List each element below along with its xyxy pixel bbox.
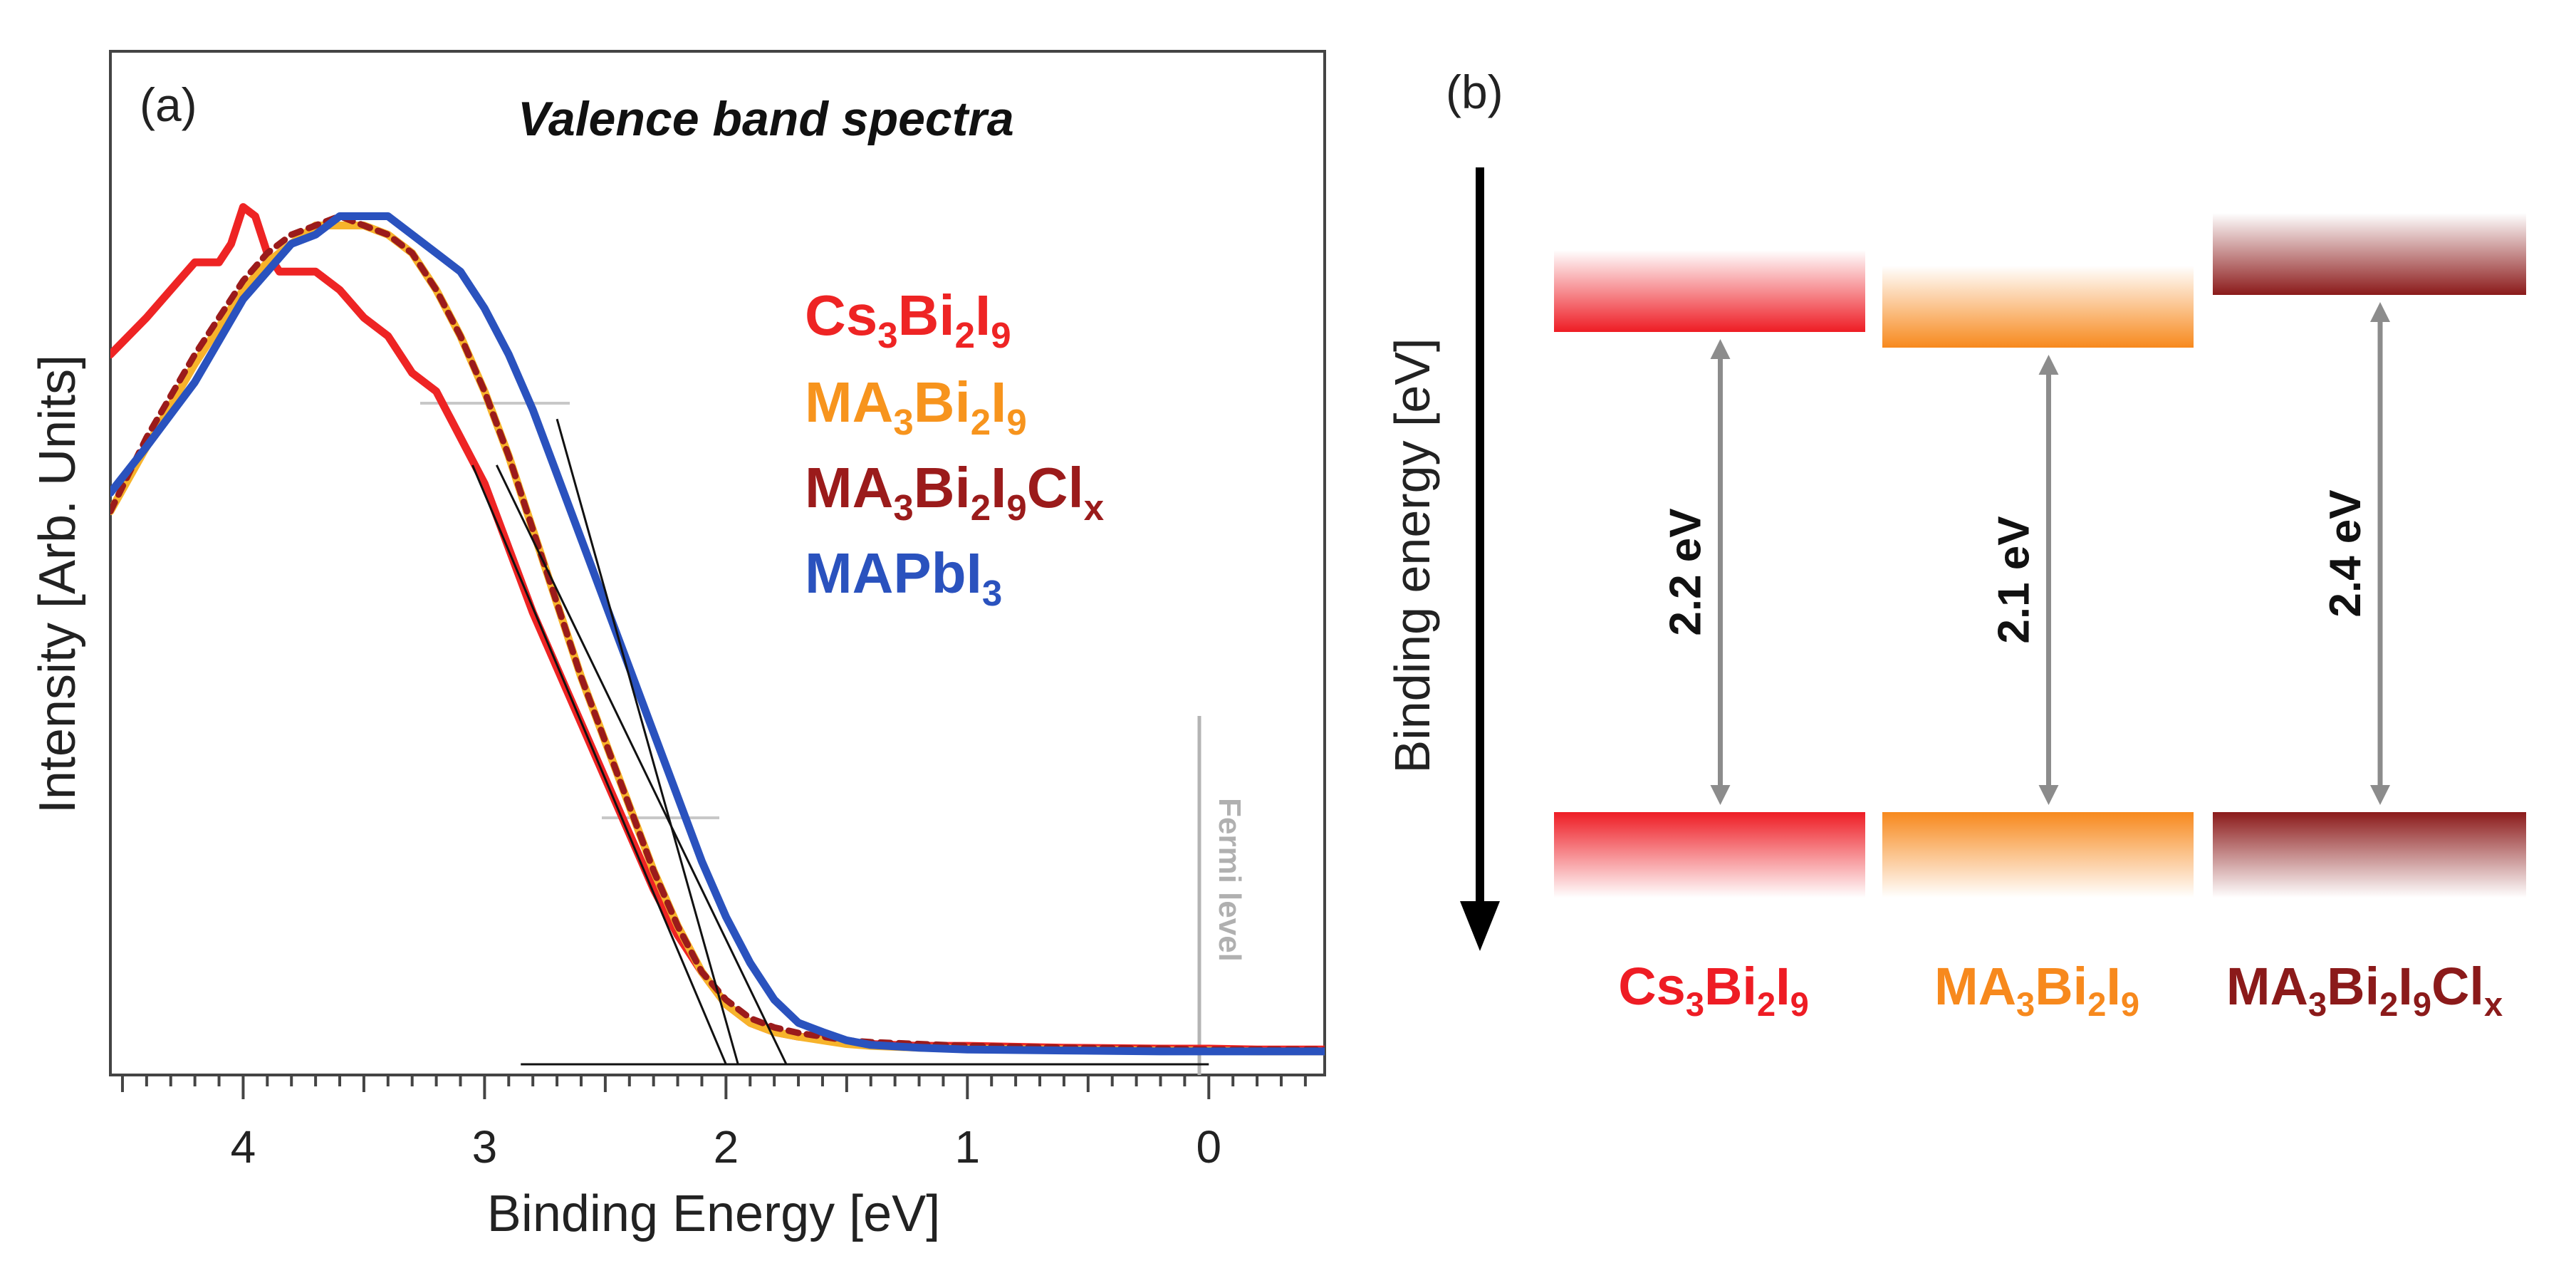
binding-energy-arrow-head	[1460, 901, 1500, 951]
legend-entry-Cs3Bi2I9: Cs3Bi2I9	[805, 284, 1011, 355]
panel-a-label: (a)	[140, 78, 197, 131]
tangent-layer	[471, 418, 1209, 1066]
legend-entry-part: 2	[955, 315, 975, 355]
x-tick-label: 2	[714, 1121, 739, 1173]
series-line-MA3Bi2I9Clx	[110, 213, 1325, 1053]
legend-entry-part: MA	[805, 370, 893, 434]
series-layer	[110, 203, 1325, 1056]
legend-entry-part: 3	[982, 573, 1002, 613]
material-label-part: MA	[2226, 957, 2308, 1016]
band-gap-arrow-head-top	[2370, 302, 2390, 322]
panel-a-title: Valence band spectra	[518, 92, 1014, 146]
y-axis-label: Intensity [Arb. Units]	[29, 355, 86, 814]
legend-entry-part: 3	[893, 402, 913, 442]
legend-entry-part: 9	[991, 315, 1011, 355]
material-label-part: Bi	[2035, 957, 2087, 1016]
material-label-part: 2	[2087, 985, 2106, 1023]
valence-band-2	[2213, 812, 2526, 898]
material-label-part: Cs	[1618, 957, 1686, 1016]
tangent-line	[556, 418, 739, 1065]
legend-entry-part: 2	[971, 402, 991, 442]
band-gap-arrow-head-bottom	[2038, 785, 2059, 805]
series-line-MA3Bi2I9	[110, 222, 1325, 1056]
material-label-part: 2	[2379, 985, 2398, 1023]
conduction-band-1	[1882, 266, 2194, 348]
legend-entry-part: Bi	[898, 284, 955, 347]
x-tick-label: 0	[1196, 1121, 1221, 1173]
legend-entry-part: I	[975, 284, 991, 347]
legend-entry-MA3Bi2I9Clx: MA3Bi2I9Clx	[805, 456, 1104, 528]
material-label-part: Bi	[1704, 957, 1757, 1016]
material-label-part: I	[2106, 957, 2121, 1016]
legend-entry-part: Cs	[805, 284, 877, 347]
material-label-part: 3	[2016, 985, 2035, 1023]
material-label-2: MA3Bi2I9Clx	[2226, 957, 2503, 1023]
legend-entry-part: MA	[805, 456, 893, 519]
material-label-part: MA	[1934, 957, 2016, 1016]
material-label-part: x	[2484, 985, 2503, 1023]
band-gap-label: 2.1 eV	[1990, 516, 2039, 643]
valence-band-1	[1882, 812, 2194, 898]
material-label-part: 3	[1686, 985, 1704, 1023]
conduction-band-2	[2213, 213, 2526, 295]
x-tick-label: 4	[231, 1121, 256, 1173]
panel-a-valence-band: (a) Valence band spectra Intensity [Arb.…	[29, 50, 1326, 1242]
legend-entry-part: I	[991, 456, 1006, 519]
legend-entry-part: MAPbI	[805, 541, 982, 605]
series-line-MAPbI3	[110, 212, 1325, 1056]
material-label-part: 3	[2308, 985, 2327, 1023]
band-gap-arrow-head-bottom	[1710, 785, 1731, 805]
conduction-band-0	[1554, 250, 1865, 332]
binding-energy-axis-label: Binding energy [eV]	[1385, 338, 1440, 774]
material-label-part: Cl	[2431, 957, 2484, 1016]
band-gap-label: 2.4 eV	[2321, 489, 2370, 617]
material-label-part: 2	[1757, 985, 1775, 1023]
material-label-part: 9	[1790, 985, 1809, 1023]
band-gap-arrow-head-bottom	[2370, 785, 2390, 805]
material-label-0: Cs3Bi2I9	[1618, 957, 1809, 1023]
legend-entry-part: 3	[893, 487, 913, 528]
x-axis-label: Binding Energy [eV]	[487, 1185, 940, 1242]
legend-entry-part: Bi	[914, 456, 971, 519]
plot-frame	[109, 50, 1326, 1076]
material-label-part: Bi	[2327, 957, 2379, 1016]
material-label-part: 9	[2121, 985, 2139, 1023]
legend-entry-part: Bi	[914, 370, 971, 434]
material-label-1: MA3Bi2I9	[1934, 957, 2139, 1023]
legend-entry-part: I	[991, 370, 1006, 434]
x-axis-ticks	[120, 1075, 1307, 1099]
x-tick-label: 1	[955, 1121, 981, 1173]
legend-entry-part: 9	[1006, 487, 1026, 528]
legend-entry-MA3Bi2I9: MA3Bi2I9	[805, 370, 1027, 442]
panel-b-label: (b)	[1446, 66, 1503, 118]
legend-entry-part: 2	[971, 487, 991, 528]
material-label-part: 9	[2413, 985, 2431, 1023]
band-gap-label: 2.2 eV	[1662, 508, 1711, 635]
legend-entry-part: 9	[1006, 402, 1026, 442]
tangent-line	[495, 464, 788, 1065]
band-levels: 2.2 eV 2.1 eV 2.4 eV	[1554, 213, 2526, 898]
legend-entry-part: Cl	[1027, 456, 1084, 519]
material-label-part: I	[2398, 957, 2413, 1016]
tangent-line	[471, 464, 727, 1065]
legend-entry-part: 3	[877, 315, 897, 355]
material-label-part: I	[1775, 957, 1790, 1016]
x-axis-tick-labels: 4 3 2 1 0	[231, 1121, 1221, 1173]
panel-b-band-diagram: (b) Binding energy [eV] 2.2 eV 2.1 eV 2.4 …	[1385, 66, 2526, 1023]
valence-band-0	[1554, 812, 1865, 898]
fermi-level-label: Fermi level	[1212, 798, 1247, 962]
legend-entry-part: x	[1084, 487, 1104, 528]
legend-entry-MAPbI3: MAPbI3	[805, 541, 1002, 613]
x-tick-label: 3	[472, 1121, 498, 1173]
band-gap-arrow-head-top	[1710, 339, 1731, 359]
band-gap-arrow-head-top	[2038, 355, 2059, 375]
material-labels: Cs3Bi2I9 MA3Bi2I9 MA3Bi2I9Clx	[1618, 957, 2503, 1023]
